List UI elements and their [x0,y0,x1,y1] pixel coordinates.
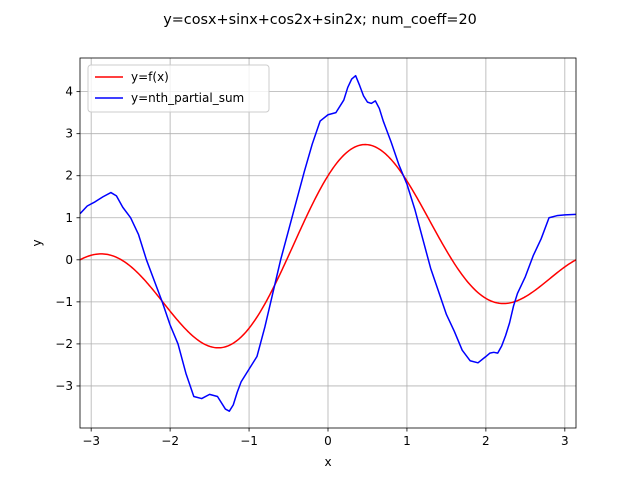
x-tick-label: −1 [240,434,258,448]
y-tick-label: −2 [55,337,73,351]
legend-box [87,64,270,113]
x-tick-label: 2 [482,434,490,448]
x-axis-ticks: −3 −2 −1 0 1 2 3 [82,428,569,448]
y-tick-label: 2 [65,169,73,183]
grid-lines [80,58,576,428]
series-line-partial-sum [80,74,576,412]
y-tick-label: 3 [65,127,73,141]
y-axis-ticks: −3 −2 −1 0 1 2 3 4 [55,85,80,393]
x-tick-label: −3 [82,434,100,448]
x-tick-label: 0 [324,434,332,448]
x-tick-label: 3 [561,434,569,448]
chart-title: y=cosx+sinx+cos2x+sin2x; num_coeff=20 [163,12,477,28]
y-tick-label: 0 [65,253,73,267]
plot-area: −3 −2 −1 0 1 2 3 −3 −2 −1 0 1 2 3 4 [55,57,577,448]
legend: y=f(x) y=nth_partial_sum [87,64,270,113]
series-group [80,74,576,412]
x-tick-label: 1 [403,434,411,448]
x-tick-label: −2 [161,434,179,448]
legend-label-partial-sum: y=nth_partial_sum [131,91,244,105]
y-tick-label: 1 [65,211,73,225]
y-tick-label: 4 [65,85,73,99]
x-axis-label: x [324,455,331,469]
legend-label-f: y=f(x) [131,70,169,84]
y-tick-label: −1 [55,295,73,309]
y-axis-label: y [30,239,44,246]
y-tick-label: −3 [55,379,73,393]
